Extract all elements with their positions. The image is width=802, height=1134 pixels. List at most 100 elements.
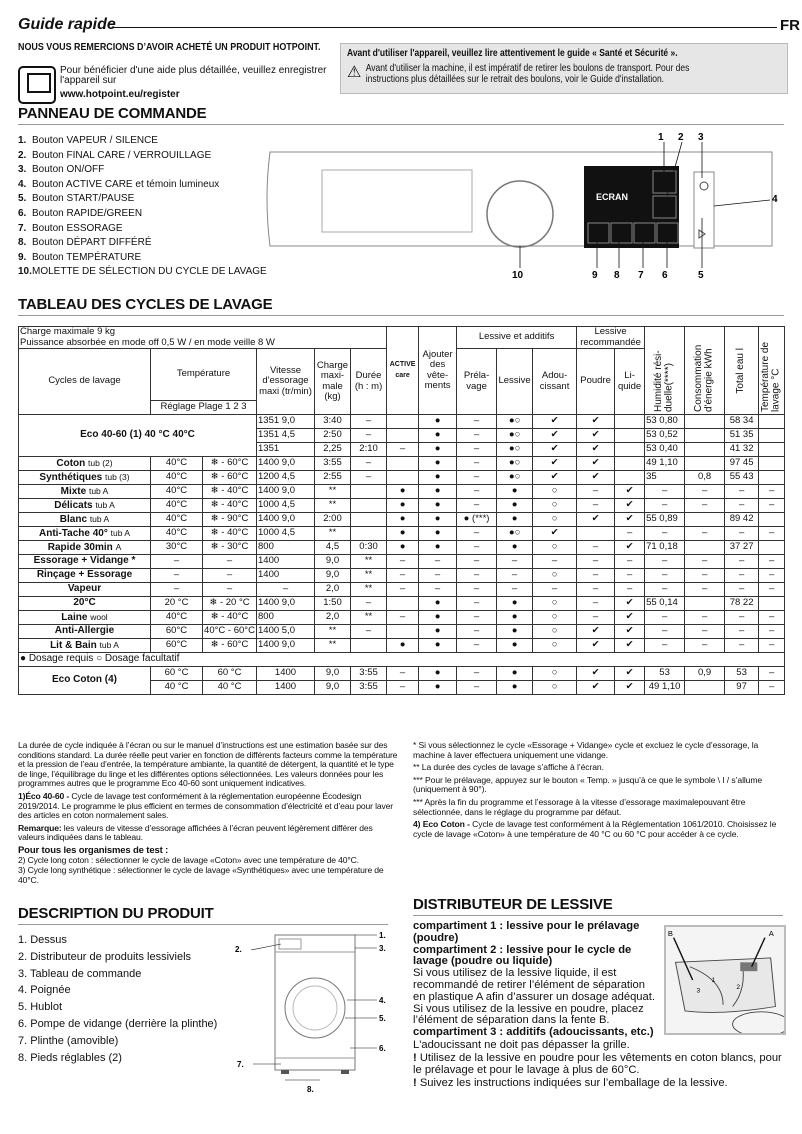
- table-row: Eco 40-60 (1) 40 °C 40°C 1351 9,0 3:40– ● – ●…: [18, 414, 786, 457]
- col-adoucissant: Adou-cissant: [532, 348, 578, 415]
- cell-charge: 2,0: [314, 582, 351, 597]
- thanks-block: NOUS VOUS REMERCIONS D’AVOIR ACHETÉ UN P…: [18, 42, 338, 53]
- cycle-name: Rapide 30min A: [18, 540, 151, 555]
- cell-consommation: –: [684, 624, 726, 639]
- cell-active-care: –: [386, 680, 420, 695]
- cell-active-care: –: [386, 568, 420, 583]
- panel-callout: 10: [512, 270, 524, 278]
- panel-item: 5. Bouton START/PAUSE: [18, 192, 267, 207]
- label-a: A: [769, 929, 774, 938]
- cell-eau: –: [724, 582, 760, 597]
- cell-ajouter: ●: [418, 428, 458, 443]
- note-star3: *** Pour le prélavage, appuyez sur le bo…: [413, 774, 763, 795]
- note-eco: 1)Éco 40-60 - Cycle de lavage test confo…: [18, 790, 393, 821]
- item-number: 9.: [18, 251, 27, 263]
- panel-callout: 6: [662, 270, 668, 278]
- item-number: 4.: [18, 178, 27, 190]
- cell-adoucissant: ✔: [532, 470, 578, 485]
- cell-temp-lavage: –: [758, 568, 786, 583]
- cell-lessive: –: [496, 568, 534, 583]
- cell-prelavage: –: [456, 498, 498, 513]
- item-number: 5.: [18, 193, 27, 205]
- register-url[interactable]: www.hotpoint.eu/register: [60, 89, 180, 100]
- cell-humidite: –: [644, 498, 686, 513]
- cell-lessive: ●○: [496, 470, 534, 485]
- cell-duree: –: [349, 414, 388, 429]
- note-star3b: *** Après la fin du programme et l’essor…: [413, 796, 746, 817]
- cell-temp-lavage: [758, 456, 786, 471]
- cell-charge: 3:55: [314, 456, 351, 471]
- cell-charge: 1:50: [314, 596, 351, 611]
- col-vitesse: Vitesse d'essorage maxi (tr/min): [256, 348, 315, 415]
- cell-humidite: –: [644, 624, 686, 639]
- cell-prelavage: ● (***): [456, 512, 498, 527]
- cell-temp-lavage: [758, 512, 786, 527]
- cell-temp-lavage: [758, 540, 786, 555]
- cycle-icons: tub A: [88, 485, 109, 496]
- cell-charge: **: [314, 498, 351, 513]
- cell-eau: 51 35: [724, 428, 760, 443]
- cell-vitesse: 1400: [256, 568, 315, 583]
- cell-eau: –: [724, 610, 760, 625]
- cell-poudre: ✔: [576, 624, 616, 639]
- cell-ajouter: ●: [418, 442, 458, 457]
- cell-active-care: –: [386, 582, 420, 597]
- cell-consommation: [684, 680, 726, 695]
- cell-temp-lavage: –: [758, 638, 786, 653]
- warning-text: Avant d'utiliser la machine, il est impé…: [365, 63, 690, 85]
- cell-lessive: ●: [496, 512, 534, 527]
- cell-reglage: 40°C: [150, 526, 203, 541]
- cell-lessive: ●: [496, 680, 534, 695]
- cell-temp-lavage: –: [758, 582, 786, 597]
- cell-charge: **: [314, 638, 351, 653]
- item-label: Bouton TEMPÉRATURE: [32, 251, 142, 263]
- panel-callout: 3: [698, 132, 704, 143]
- cell-ajouter: ●: [418, 680, 458, 695]
- col-lessive: Lessive: [496, 348, 534, 415]
- cycle-icons: A: [115, 541, 122, 552]
- cell-vitesse: 800: [256, 540, 315, 555]
- description-item: 6. Pompe de vidange (derrière la plinthe…: [18, 1017, 218, 1030]
- cell-liquide: [614, 470, 646, 485]
- cell-ajouter: ●: [418, 512, 458, 527]
- note-test-heading: Pour tous les organismes de test :: [18, 844, 169, 856]
- cell-adoucissant: ○: [532, 484, 578, 499]
- cell-consommation: 0,8: [684, 470, 726, 485]
- cell-active-care: [386, 470, 420, 485]
- cell-humidite: –: [644, 610, 686, 625]
- cell-lessive: ●○: [496, 442, 534, 457]
- description-item: 4. Poignée: [18, 984, 71, 997]
- header-rule: [112, 27, 777, 28]
- distributor-text: compartiment 1 : lessive pour le prélava…: [413, 920, 788, 1090]
- cell-active-care: ●: [386, 526, 420, 541]
- cycle-name: Eco Coton (4): [18, 666, 151, 695]
- cell-reglage: 60°C: [150, 638, 203, 653]
- cell-poudre: [576, 526, 616, 541]
- cycle-name: Délicats tub A: [18, 498, 151, 513]
- description-callout: 1.: [379, 931, 386, 940]
- cell-liquide: ✔: [614, 624, 646, 639]
- cell-consommation: –: [684, 526, 726, 541]
- cell-vitesse: 1200 4,5: [256, 470, 315, 485]
- cell-vitesse: 1400 9,0: [256, 484, 315, 499]
- cell-liquide: [614, 456, 646, 471]
- cell-humidite: 53 0,40: [644, 442, 686, 457]
- cell-eau: 97 45: [724, 456, 760, 471]
- cell-active-care: ●: [386, 484, 420, 499]
- cell-eau: 41 32: [724, 442, 760, 457]
- cycle-icons: tub (2): [88, 457, 113, 468]
- description-item: 2. Distributeur de produits lessiviels: [18, 950, 192, 963]
- panel-callout: 5: [698, 270, 704, 278]
- note-star1: * Si vous sélectionnez le cycle «Essorag…: [413, 740, 759, 760]
- cell-prelavage: –: [456, 428, 498, 443]
- cell-reglage: 40 °C: [150, 680, 203, 695]
- cell-duree: 3:55: [349, 680, 388, 695]
- cell-consommation: –: [684, 610, 726, 625]
- cell-adoucissant: ○: [532, 638, 578, 653]
- panel-callout: 9: [592, 270, 598, 278]
- cell-charge: 9,0: [314, 554, 351, 569]
- description-callout: 5.: [379, 1014, 386, 1023]
- col-temp-lavage: Température de lavage °C: [758, 326, 786, 415]
- cell-vitesse: 1400: [256, 666, 315, 681]
- cell-charge: **: [314, 624, 351, 639]
